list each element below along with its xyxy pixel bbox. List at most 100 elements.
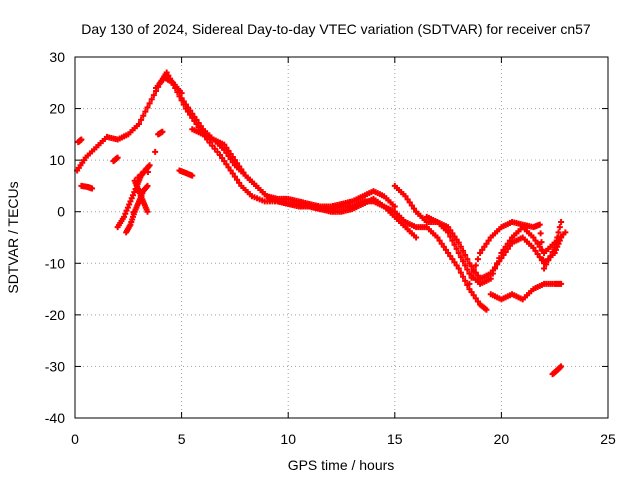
data-point [449, 256, 456, 263]
data-point [558, 363, 565, 370]
series-track-k [123, 128, 166, 236]
data-point [221, 141, 228, 148]
data-point [453, 236, 460, 243]
x-tick-label: 25 [600, 431, 616, 447]
data-point [468, 289, 475, 296]
data-point [487, 275, 494, 282]
data-point [178, 95, 185, 102]
data-point [406, 199, 413, 206]
data-point [534, 240, 541, 247]
data-point [206, 139, 213, 146]
data-point [556, 224, 563, 231]
data-point [555, 229, 562, 236]
data-point [135, 121, 142, 128]
data-point [404, 196, 411, 203]
data-point [180, 98, 187, 105]
data-point [234, 160, 241, 167]
x-tick-label: 5 [178, 431, 186, 447]
data-point [468, 274, 475, 281]
data-point [140, 112, 147, 119]
data-point [240, 169, 247, 176]
y-tick-label: 0 [57, 204, 65, 220]
data-point [159, 128, 166, 135]
data-point [127, 198, 134, 205]
data-point [413, 234, 420, 241]
data-point [434, 234, 441, 241]
data-point [445, 249, 452, 256]
data-point [487, 270, 494, 277]
data-point [144, 104, 151, 111]
data-point [472, 262, 479, 269]
data-point [128, 195, 135, 202]
data-point [496, 258, 503, 265]
data-point [534, 251, 541, 258]
data-point [449, 237, 456, 244]
data-point [143, 165, 150, 172]
data-point [504, 245, 511, 252]
data-point [142, 108, 149, 115]
data-point [453, 262, 460, 269]
data-point [214, 148, 221, 155]
data-point [438, 240, 445, 247]
data-point [474, 298, 481, 305]
data-point [532, 247, 539, 254]
data-point [539, 247, 546, 254]
data-point [223, 144, 230, 151]
data-point [453, 245, 460, 252]
data-point [221, 158, 228, 165]
data-point [545, 257, 552, 264]
y-tick-label: -30 [45, 358, 65, 374]
data-point [498, 255, 505, 262]
data-point [122, 210, 129, 217]
data-point [129, 192, 136, 199]
data-point [391, 203, 398, 210]
data-point [189, 172, 196, 179]
data-point [231, 173, 238, 180]
data-point [219, 155, 226, 162]
data-point [451, 233, 458, 240]
data-point [447, 227, 454, 234]
data-point [462, 262, 469, 269]
y-tick-label: -10 [45, 255, 65, 271]
data-point [536, 254, 543, 261]
data-point [506, 242, 513, 249]
x-axis-label: GPS time / hours [288, 457, 395, 473]
data-point [460, 247, 467, 254]
data-point [474, 272, 481, 279]
series-track-m [549, 363, 565, 378]
data-point [457, 243, 464, 250]
data-point [78, 136, 85, 143]
x-tick-label: 0 [71, 431, 79, 447]
data-point [543, 261, 550, 268]
data-point [146, 162, 153, 169]
data-point [138, 116, 145, 123]
data-point [445, 224, 452, 231]
data-point [536, 243, 543, 250]
series-track-j [75, 136, 85, 146]
series-track-f [487, 280, 565, 303]
series-track-l [176, 167, 196, 179]
data-point [451, 259, 458, 266]
data-point [193, 116, 200, 123]
data-point [554, 234, 561, 241]
data-point [558, 280, 565, 287]
data-point [449, 230, 456, 237]
data-point [472, 295, 479, 302]
data-point [540, 256, 547, 263]
data-point [121, 213, 128, 220]
data-point [163, 69, 170, 76]
data-point [126, 201, 133, 208]
data-point [131, 189, 138, 196]
data-point [123, 207, 130, 214]
data-point [470, 268, 477, 275]
data-point [494, 261, 501, 268]
data-point [225, 164, 232, 171]
data-point [236, 163, 243, 170]
grid-lines [75, 57, 608, 418]
data-point [134, 174, 141, 181]
data-point [225, 147, 232, 154]
data-point [410, 205, 417, 212]
data-point [483, 306, 490, 313]
data-point [483, 240, 490, 247]
data-point [231, 157, 238, 164]
